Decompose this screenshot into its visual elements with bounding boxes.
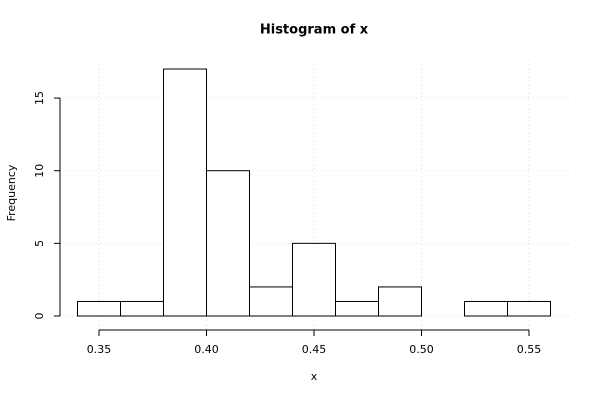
x-tick-label: 0.55	[517, 343, 542, 356]
chart-title: Histogram of x	[260, 23, 369, 38]
x-tick-label: 0.45	[302, 343, 327, 356]
x-tick-label: 0.50	[409, 343, 434, 356]
y-tick-label: 0	[33, 313, 46, 320]
x-tick-label: 0.35	[87, 343, 112, 356]
bar	[464, 300, 508, 317]
bar	[163, 68, 207, 317]
x-tick-label: 0.40	[194, 343, 219, 356]
bar	[507, 300, 551, 317]
y-tick-label: 10	[33, 164, 46, 178]
bar	[77, 300, 121, 317]
bar	[120, 300, 164, 317]
bar	[378, 286, 422, 317]
bar	[335, 300, 379, 317]
bar	[292, 242, 336, 317]
bar	[206, 170, 250, 317]
y-axis-label: Frequency	[5, 164, 18, 221]
y-tick-label: 15	[33, 91, 46, 105]
bar	[249, 286, 293, 317]
y-tick-label: 5	[33, 240, 46, 247]
x-axis-label: x	[311, 370, 318, 383]
